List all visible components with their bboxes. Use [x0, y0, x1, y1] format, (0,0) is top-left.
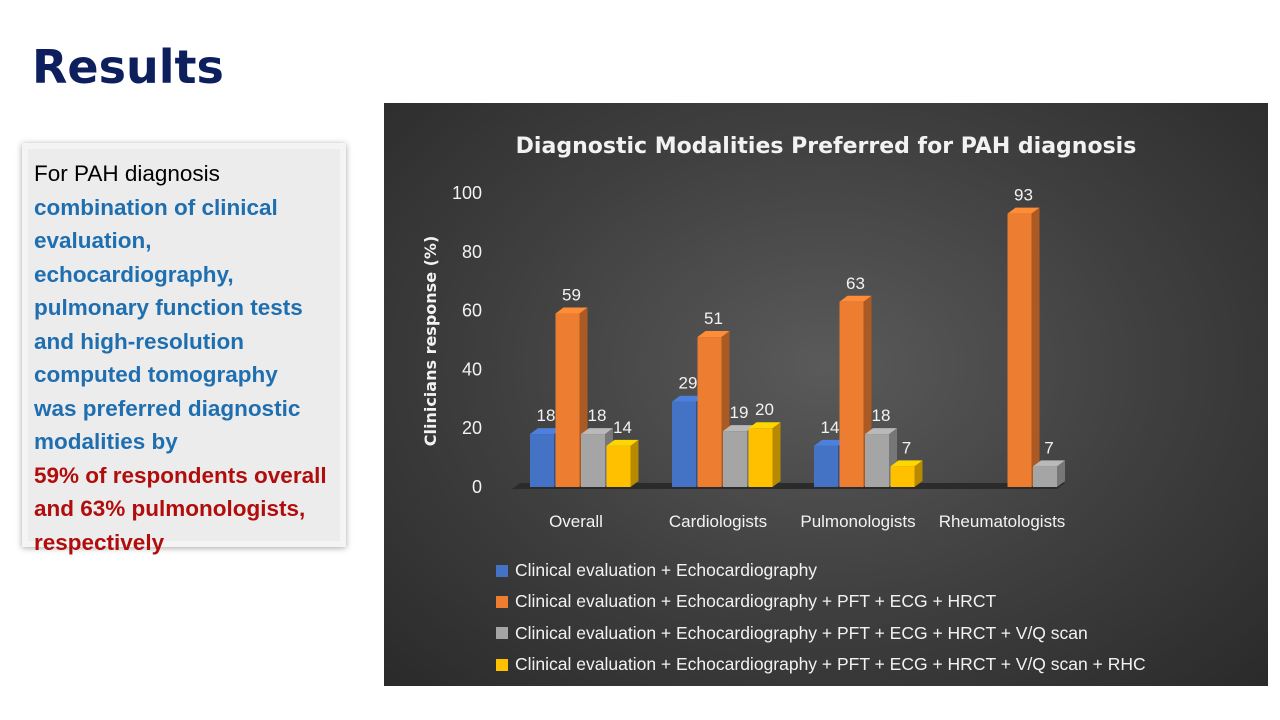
summary-red-line: 59% of respondents overall [34, 462, 327, 488]
bar-front [530, 434, 554, 487]
bar-front [748, 428, 773, 487]
bar-top [555, 307, 588, 314]
x-tick-label: Overall [549, 512, 603, 531]
summary-blue-line: pulmonary function tests [34, 295, 303, 320]
bar-top [865, 428, 897, 435]
chart-legend: Clinical evaluation + Echocardiography Cl… [496, 555, 1146, 680]
chart-panel: Diagnostic Modalities Preferred for PAH … [384, 103, 1268, 686]
summary-intro: For PAH diagnosis [34, 161, 220, 186]
bar [890, 460, 923, 487]
data-label: 59 [562, 286, 581, 305]
data-label: 19 [730, 403, 749, 422]
legend-swatch [496, 595, 508, 608]
chart-title: Diagnostic Modalities Preferred for PAH … [516, 134, 1137, 159]
bar-front [672, 401, 696, 487]
y-tick-label: 60 [462, 301, 482, 321]
y-tick-label: 20 [462, 418, 482, 438]
summary-blue-line: and high-resolution [34, 328, 244, 354]
legend-swatch [496, 658, 508, 671]
legend-label: Clinical evaluation + Echocardiography [515, 560, 818, 581]
slide-title: Results [32, 40, 224, 94]
bar-side [1031, 207, 1040, 487]
legend-label: Clinical evaluation + Echocardiography +… [515, 622, 1088, 643]
x-tick-label: Cardiologists [669, 512, 767, 531]
data-label: 7 [1044, 438, 1053, 457]
bar [606, 439, 639, 487]
bar-top [530, 428, 562, 435]
bar-top [748, 422, 781, 429]
legend-swatch [496, 627, 508, 640]
bar-top [890, 460, 923, 467]
x-tick-label: Rheumatologists [939, 512, 1066, 531]
legend-label: Clinical evaluation + Echocardiography +… [515, 591, 997, 612]
summary-blue-line: computed tomography [34, 362, 278, 387]
bar-top [723, 425, 755, 432]
bar-front [606, 445, 631, 487]
data-label: 51 [704, 309, 723, 328]
legend-label: Clinical evaluation + Echocardiography +… [515, 654, 1146, 675]
bar [1007, 207, 1040, 487]
bar-top [581, 428, 613, 435]
bar-side [772, 422, 781, 487]
bar-front [1033, 466, 1057, 487]
bar-front [581, 434, 605, 487]
bar [748, 422, 781, 487]
data-label: 18 [872, 406, 891, 425]
bar-top [814, 439, 846, 446]
legend-item: Clinical evaluation + Echocardiography [496, 555, 1146, 586]
bar-side [630, 439, 639, 487]
data-label: 63 [846, 274, 865, 293]
legend-swatch [496, 564, 508, 577]
bar-front [814, 445, 838, 487]
legend-item: Clinical evaluation + Echocardiography +… [496, 649, 1146, 680]
summary-blue-line: echocardiography, [34, 261, 234, 287]
y-tick-label: 40 [462, 359, 482, 379]
bar-front [865, 434, 889, 487]
data-label: 14 [821, 418, 840, 437]
bar-front [555, 313, 580, 487]
legend-item: Clinical evaluation + Echocardiography +… [496, 586, 1146, 617]
bar-front [890, 466, 915, 487]
summary-blue-line: was preferred diagnostic [34, 395, 301, 421]
bar-front [723, 431, 747, 487]
summary-blue-line: evaluation, [34, 228, 152, 253]
summary-blue-line: combination of clinical [34, 194, 278, 220]
bar-front [697, 337, 722, 487]
bar-top [1007, 207, 1040, 214]
bar-side [914, 460, 923, 487]
bar-front [1007, 213, 1032, 487]
data-label: 14 [613, 418, 632, 437]
data-label: 29 [679, 374, 698, 393]
bar-top [839, 295, 872, 302]
bar [1033, 460, 1065, 487]
y-tick-label: 0 [472, 477, 482, 497]
bar-top [1033, 460, 1065, 467]
bar-top [672, 395, 704, 402]
x-tick-label: Pulmonologists [800, 512, 915, 531]
chart-floor [512, 483, 1065, 489]
y-tick-label: 80 [462, 242, 482, 262]
data-label: 18 [588, 406, 607, 425]
summary-red-line: and 63% pulmonologists, [34, 496, 306, 521]
bar-top [697, 331, 730, 338]
y-tick-label: 100 [452, 183, 482, 203]
data-label: 93 [1014, 186, 1033, 205]
y-axis-label: Clinicians response (%) [421, 236, 440, 447]
data-label: 20 [755, 400, 774, 419]
summary-text-box: For PAH diagnosis combination of clinica… [22, 143, 346, 555]
summary-blue-line: modalities by [34, 429, 178, 454]
bar-side [1057, 460, 1065, 487]
data-label: 7 [902, 438, 911, 457]
legend-item: Clinical evaluation + Echocardiography +… [496, 618, 1146, 649]
bar-chart: Diagnostic Modalities Preferred for PAH … [421, 134, 1137, 531]
data-label: 18 [537, 406, 556, 425]
bar-front [839, 301, 864, 487]
summary-red-line: respectively [34, 529, 165, 555]
bar-top [606, 439, 639, 446]
